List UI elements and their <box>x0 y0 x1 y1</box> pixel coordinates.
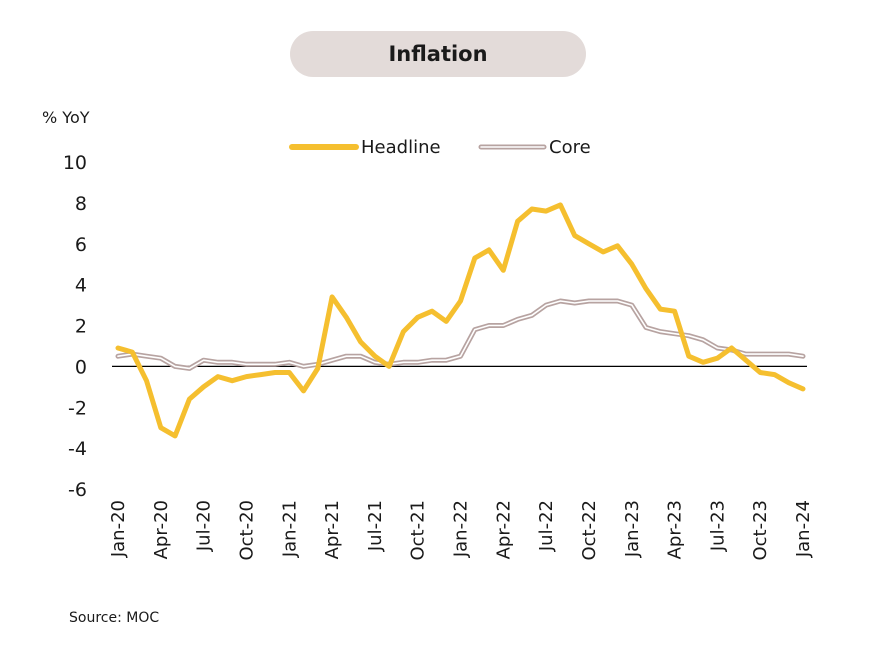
x-tick-label: Jul-20 <box>194 500 215 552</box>
y-axis-ticks: -6 -4 -2 0 2 4 6 8 10 <box>63 152 87 501</box>
y-tick-label: 2 <box>75 316 87 338</box>
series-layer <box>112 202 807 439</box>
x-tick-label: Jan-20 <box>108 500 129 558</box>
x-tick-label: Jul-21 <box>365 500 386 552</box>
x-tick-label: Jul-22 <box>536 500 557 552</box>
x-tick-label: Oct-23 <box>750 500 771 561</box>
x-tick-label: Apr-20 <box>151 500 172 559</box>
y-tick-label: -2 <box>68 397 87 419</box>
x-tick-label: Oct-21 <box>408 500 429 561</box>
y-tick-label: 8 <box>75 193 87 215</box>
chart-title-pill: Inflation <box>290 31 586 77</box>
legend-core-label: Core <box>549 137 591 158</box>
series-core-line-inner <box>117 300 804 370</box>
x-tick-label: Jan-24 <box>793 500 814 558</box>
legend: Headline Core <box>289 137 591 158</box>
series-headline-line <box>115 202 806 439</box>
source-note: Source: MOC <box>69 610 160 626</box>
y-tick-label: 4 <box>75 275 87 297</box>
y-tick-label: 6 <box>75 234 87 256</box>
chart-title: Inflation <box>388 42 488 66</box>
x-tick-label: Apr-23 <box>665 500 686 559</box>
x-tick-label: Jan-23 <box>622 500 643 558</box>
y-tick-label: 10 <box>63 152 87 174</box>
series-core-line <box>115 298 806 371</box>
x-tick-label: Oct-22 <box>579 500 600 561</box>
x-tick-label: Apr-22 <box>493 500 514 559</box>
y-tick-label: -4 <box>68 438 87 460</box>
x-tick-label: Jan-22 <box>451 500 472 558</box>
x-axis-ticks: Jan-20 Apr-20 Jul-20 Oct-20 Jan-21 Apr-21 Jul-… <box>108 500 814 561</box>
y-axis-label: % YoY <box>42 108 90 127</box>
y-tick-label: 0 <box>75 356 87 378</box>
legend-headline-label: Headline <box>361 137 441 158</box>
x-tick-label: Jul-23 <box>707 500 728 552</box>
x-tick-label: Oct-20 <box>236 500 257 561</box>
x-tick-label: Apr-21 <box>322 500 343 559</box>
y-tick-label: -6 <box>68 479 87 501</box>
x-tick-label: Jan-21 <box>279 500 300 558</box>
